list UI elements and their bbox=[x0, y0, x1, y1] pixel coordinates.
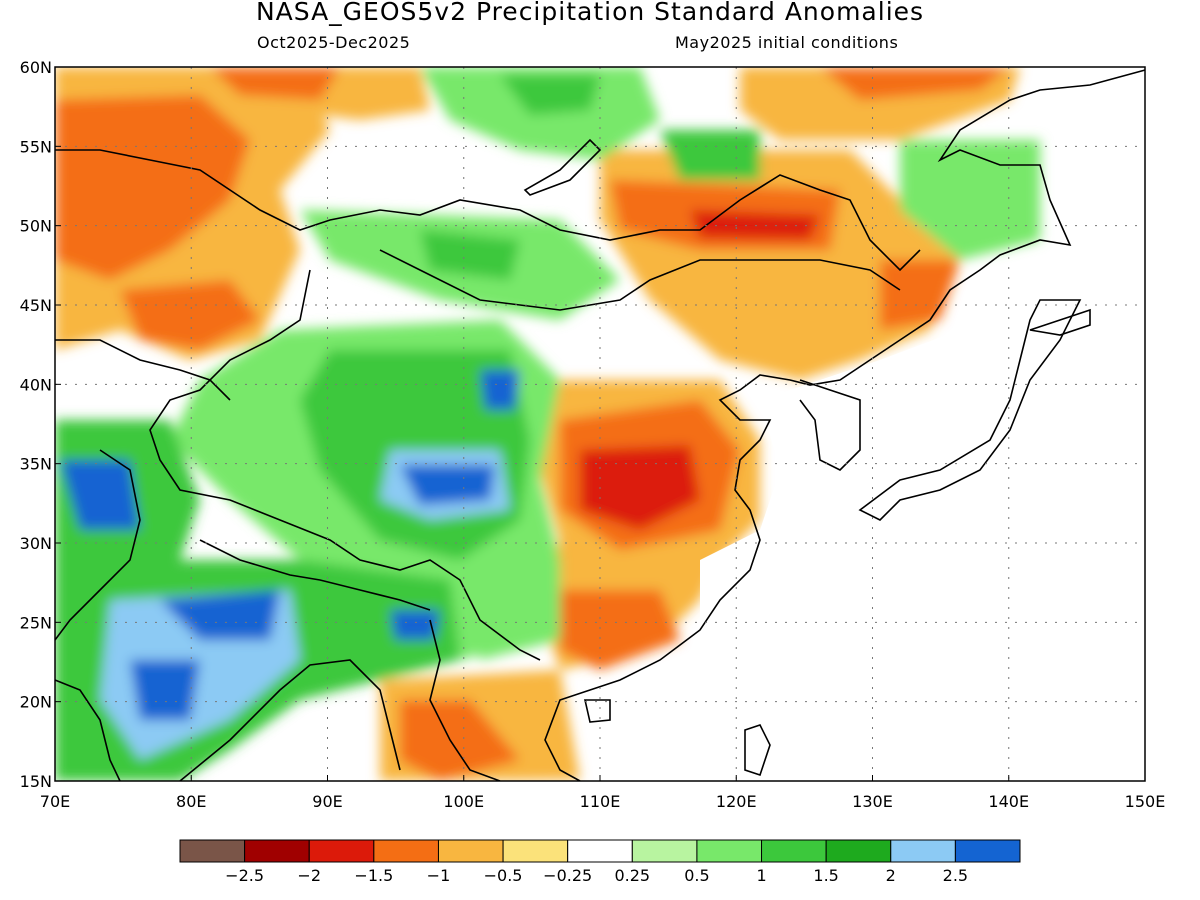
lon-tick-label: 150E bbox=[1125, 792, 1166, 811]
map-title: NASA_GEOS5v2 Precipitation Standard Anom… bbox=[255, 0, 925, 26]
wet-region-india-peak bbox=[160, 590, 280, 640]
wet-region-far-east bbox=[900, 140, 1040, 260]
colorbar-label: 1 bbox=[756, 866, 767, 885]
wet-region-india-peak-south bbox=[130, 660, 200, 720]
colorbar-swatch bbox=[567, 839, 633, 863]
wet-region-tibet-north-peak bbox=[480, 370, 520, 410]
dry-region-north-top-core bbox=[210, 67, 340, 100]
lat-tick-label: 30N bbox=[20, 534, 52, 553]
lat-tick-label: 15N bbox=[20, 772, 52, 791]
lon-tick-label: 130E bbox=[852, 792, 893, 811]
border-pakistan-india bbox=[55, 449, 141, 641]
lat-tick-label: 35N bbox=[20, 455, 52, 474]
colorbar-label: 2.5 bbox=[942, 866, 969, 885]
lon-tick-label: 100E bbox=[443, 792, 484, 811]
colorbar-swatch bbox=[954, 839, 1021, 863]
lat-tick-label: 45N bbox=[20, 296, 52, 315]
colorbar-label: 1.5 bbox=[813, 866, 839, 885]
hokkaido-coastline bbox=[1029, 308, 1091, 336]
dry-region-east-china-peak bbox=[580, 445, 700, 530]
lon-tick-label: 90E bbox=[312, 792, 342, 811]
border-china-mongolia bbox=[379, 249, 901, 311]
colorbar bbox=[179, 839, 1021, 863]
lat-tick-label: 20N bbox=[20, 693, 52, 712]
lon-tick-label: 80E bbox=[176, 792, 206, 811]
wet-region-tibet-peak bbox=[400, 465, 495, 505]
colorbar-swatch bbox=[761, 839, 827, 863]
lon-tick-label: 140E bbox=[988, 792, 1029, 811]
border-himalaya bbox=[199, 539, 431, 611]
lat-tick-label: 50N bbox=[20, 217, 52, 236]
latitude-ticks: 60N 55N 50N 45N 40N 35N 30N 25N 20N 15N bbox=[20, 58, 61, 791]
colorbar-label: 2 bbox=[885, 866, 896, 885]
wet-region-mongolia-core bbox=[420, 230, 520, 280]
colorbar-swatch bbox=[437, 839, 504, 863]
colorbar-swatch bbox=[502, 839, 569, 863]
dry-region-korea-border bbox=[880, 260, 960, 330]
border-central-asia bbox=[55, 339, 231, 401]
colorbar-swatch bbox=[631, 839, 698, 863]
colorbar-swatch bbox=[308, 839, 375, 863]
wet-region-west-siberia-core bbox=[500, 75, 600, 115]
lat-tick-label: 25N bbox=[20, 613, 52, 632]
wet-region-pakistan-peak bbox=[60, 460, 140, 530]
longitude-ticks: 70E 80E 90E 100E 110E 120E 130E 140E 150E bbox=[40, 775, 1166, 811]
dry-region-northwest-core bbox=[55, 95, 250, 280]
colorbar-swatch bbox=[244, 839, 310, 863]
korea-coastline bbox=[799, 379, 861, 471]
taiwan-coastline bbox=[744, 724, 771, 777]
dry-region-top-right-core bbox=[820, 67, 1010, 100]
japan-land-shading bbox=[940, 400, 1030, 470]
lat-tick-label: 40N bbox=[20, 375, 52, 394]
colorbar-label: −2.5 bbox=[225, 866, 265, 885]
forecast-period: Oct2025-Dec2025 bbox=[257, 33, 411, 52]
lon-tick-label: 70E bbox=[40, 792, 70, 811]
colorbar-swatch bbox=[825, 839, 892, 863]
border-russia-kazakh bbox=[55, 149, 921, 272]
dry-region-indochina-core bbox=[400, 700, 520, 781]
lon-tick-label: 110E bbox=[580, 792, 621, 811]
wet-region-south-china-west bbox=[470, 560, 560, 660]
japan-coastline bbox=[858, 299, 1082, 521]
colorbar-label: −2 bbox=[297, 866, 322, 885]
colorbar-label: 0.25 bbox=[614, 866, 651, 885]
colorbar-swatch bbox=[890, 839, 956, 863]
anomaly-field bbox=[55, 67, 1145, 781]
border-indochina bbox=[429, 619, 501, 781]
initial-conditions: May2025 initial conditions bbox=[675, 33, 899, 52]
colorbar-label: −0.25 bbox=[543, 866, 593, 885]
colorbar-swatch bbox=[373, 839, 439, 863]
lon-tick-label: 120E bbox=[716, 792, 757, 811]
lat-tick-label: 55N bbox=[20, 137, 52, 156]
gridlines bbox=[55, 67, 1145, 781]
colorbar-label: −1 bbox=[426, 866, 451, 885]
dry-region-kazakh-core bbox=[120, 280, 260, 350]
border-china-west bbox=[149, 269, 541, 661]
hainan-coastline bbox=[583, 699, 611, 723]
bay-of-bengal-coastline bbox=[179, 659, 401, 781]
lat-tick-label: 60N bbox=[20, 58, 52, 77]
colorbar-swatch bbox=[696, 839, 763, 863]
colorbar-label: −1.5 bbox=[354, 866, 394, 885]
coastlines bbox=[55, 69, 1145, 781]
colorbar-label: 0.5 bbox=[684, 866, 710, 885]
coastline-east-asia bbox=[544, 69, 1145, 781]
colorbar-label: −0.5 bbox=[483, 866, 523, 885]
wet-region-bangladesh-peak bbox=[390, 610, 440, 640]
dry-region-mongolia-peak bbox=[690, 210, 820, 240]
dry-region-south-china bbox=[560, 590, 680, 670]
colorbar-swatch bbox=[179, 839, 246, 863]
india-coastline bbox=[55, 679, 121, 781]
wet-region-baikal bbox=[660, 130, 760, 180]
baikal-lake bbox=[523, 138, 602, 196]
